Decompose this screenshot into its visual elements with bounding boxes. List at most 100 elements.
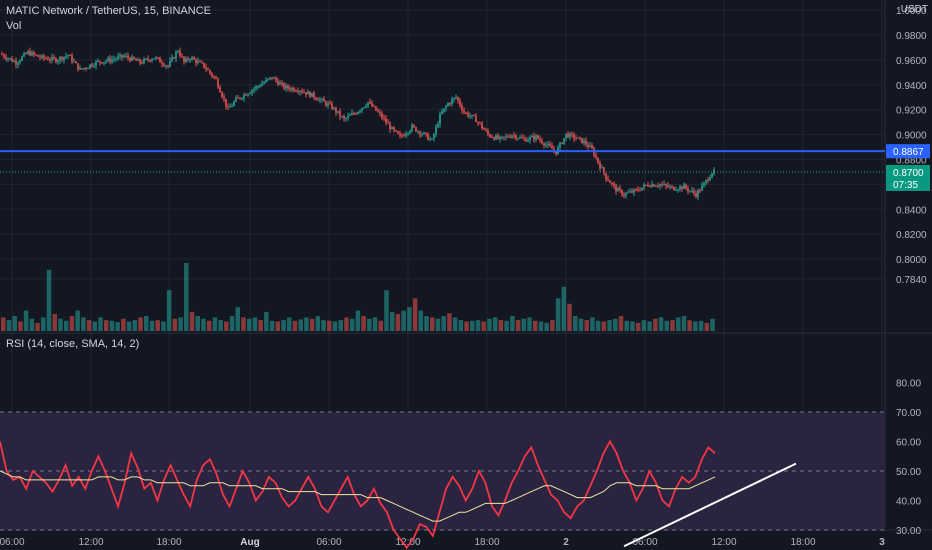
candle-body	[249, 92, 251, 95]
candle-body	[19, 60, 21, 63]
candle-body	[39, 56, 41, 58]
candle-body	[697, 190, 699, 197]
volume-bar	[675, 317, 681, 331]
candle-body	[335, 107, 337, 113]
candle-body	[225, 98, 227, 107]
candle-body	[369, 102, 371, 104]
volume-bar	[561, 286, 567, 331]
candle-body	[439, 113, 441, 125]
candle-body	[499, 137, 501, 139]
candle-body	[177, 51, 179, 53]
volume-bar	[212, 317, 218, 331]
candle-body	[107, 58, 109, 61]
candle-body	[207, 69, 209, 71]
candle-body	[333, 107, 335, 109]
candle-body	[567, 133, 569, 138]
volume-bar	[161, 321, 166, 331]
volume-bar	[246, 318, 252, 331]
candle-body	[475, 116, 477, 123]
volume-bar	[121, 318, 126, 331]
volume-bar	[532, 320, 538, 331]
volume-bar	[332, 321, 338, 331]
candle-body	[597, 157, 599, 163]
volume-bar	[567, 303, 572, 331]
candle-body	[95, 61, 97, 66]
candle-body	[97, 60, 99, 62]
candle-body	[611, 182, 613, 184]
candle-body	[339, 111, 341, 117]
candle-body	[367, 102, 369, 106]
candle-body	[391, 127, 393, 130]
candle-body	[655, 185, 657, 187]
candle-body	[277, 80, 279, 85]
candle-body	[359, 110, 361, 112]
candle-body	[23, 53, 25, 57]
candle-body	[417, 131, 419, 133]
volume-bar	[635, 322, 641, 331]
candle-body	[617, 188, 619, 192]
candle-body	[623, 194, 625, 196]
volume-bar	[309, 318, 315, 331]
candle-body	[247, 94, 249, 96]
candle-body	[179, 51, 181, 56]
candle-body	[171, 57, 173, 61]
candle-body	[157, 57, 159, 59]
volume-bar	[12, 316, 17, 331]
volume-bar	[184, 263, 189, 331]
candle-body	[221, 92, 223, 97]
volume-bar	[201, 318, 206, 331]
volume-bar	[92, 321, 98, 331]
candle-body	[569, 133, 571, 138]
candle-body	[357, 111, 359, 114]
candle-body	[533, 136, 535, 140]
volume-bar	[630, 321, 635, 331]
candle-body	[553, 148, 555, 151]
candle-body	[547, 143, 549, 145]
candle-body	[121, 54, 123, 57]
rsi-line	[0, 439, 716, 550]
candle-body	[713, 169, 715, 174]
candle-body	[117, 56, 119, 59]
volume-bar	[75, 310, 80, 331]
candle-body	[659, 184, 661, 186]
volume-bar	[481, 321, 486, 331]
candle-body	[311, 92, 313, 97]
volume-bar	[292, 320, 298, 331]
candle-body	[599, 162, 601, 169]
candle-body	[481, 123, 483, 129]
candle-body	[103, 61, 105, 64]
candle-body	[535, 135, 537, 140]
candle-body	[219, 87, 221, 93]
candle-body	[581, 137, 583, 144]
candle-body	[683, 184, 685, 189]
candle-body	[73, 61, 75, 63]
volume-bar	[58, 318, 63, 331]
volume-bar	[384, 290, 389, 331]
candle-body	[29, 51, 31, 56]
volume-bar	[653, 318, 658, 331]
symbol-title: MATIC Network / TetherUS, 15, BINANCE	[6, 5, 211, 17]
candle-body	[551, 146, 553, 149]
volume-bar	[601, 321, 607, 331]
candle-body	[561, 142, 563, 144]
candle-body	[327, 103, 329, 106]
candle-body	[209, 70, 211, 74]
volume-bar	[424, 316, 429, 331]
candle-body	[337, 111, 339, 113]
volume-bar	[241, 317, 246, 331]
volume-bar	[704, 322, 710, 331]
candle-body	[99, 60, 101, 63]
candle-body	[451, 99, 453, 104]
candle-body	[509, 137, 511, 139]
volume-bar	[670, 320, 675, 331]
candle-body	[83, 68, 85, 70]
candle-body	[75, 61, 77, 64]
candle-body	[281, 82, 283, 84]
currency-label: USDT	[900, 4, 928, 15]
candle-body	[273, 77, 275, 79]
trendline	[623, 462, 797, 548]
candle-body	[491, 136, 493, 138]
candle-body	[301, 91, 303, 93]
candle-body	[111, 59, 113, 62]
